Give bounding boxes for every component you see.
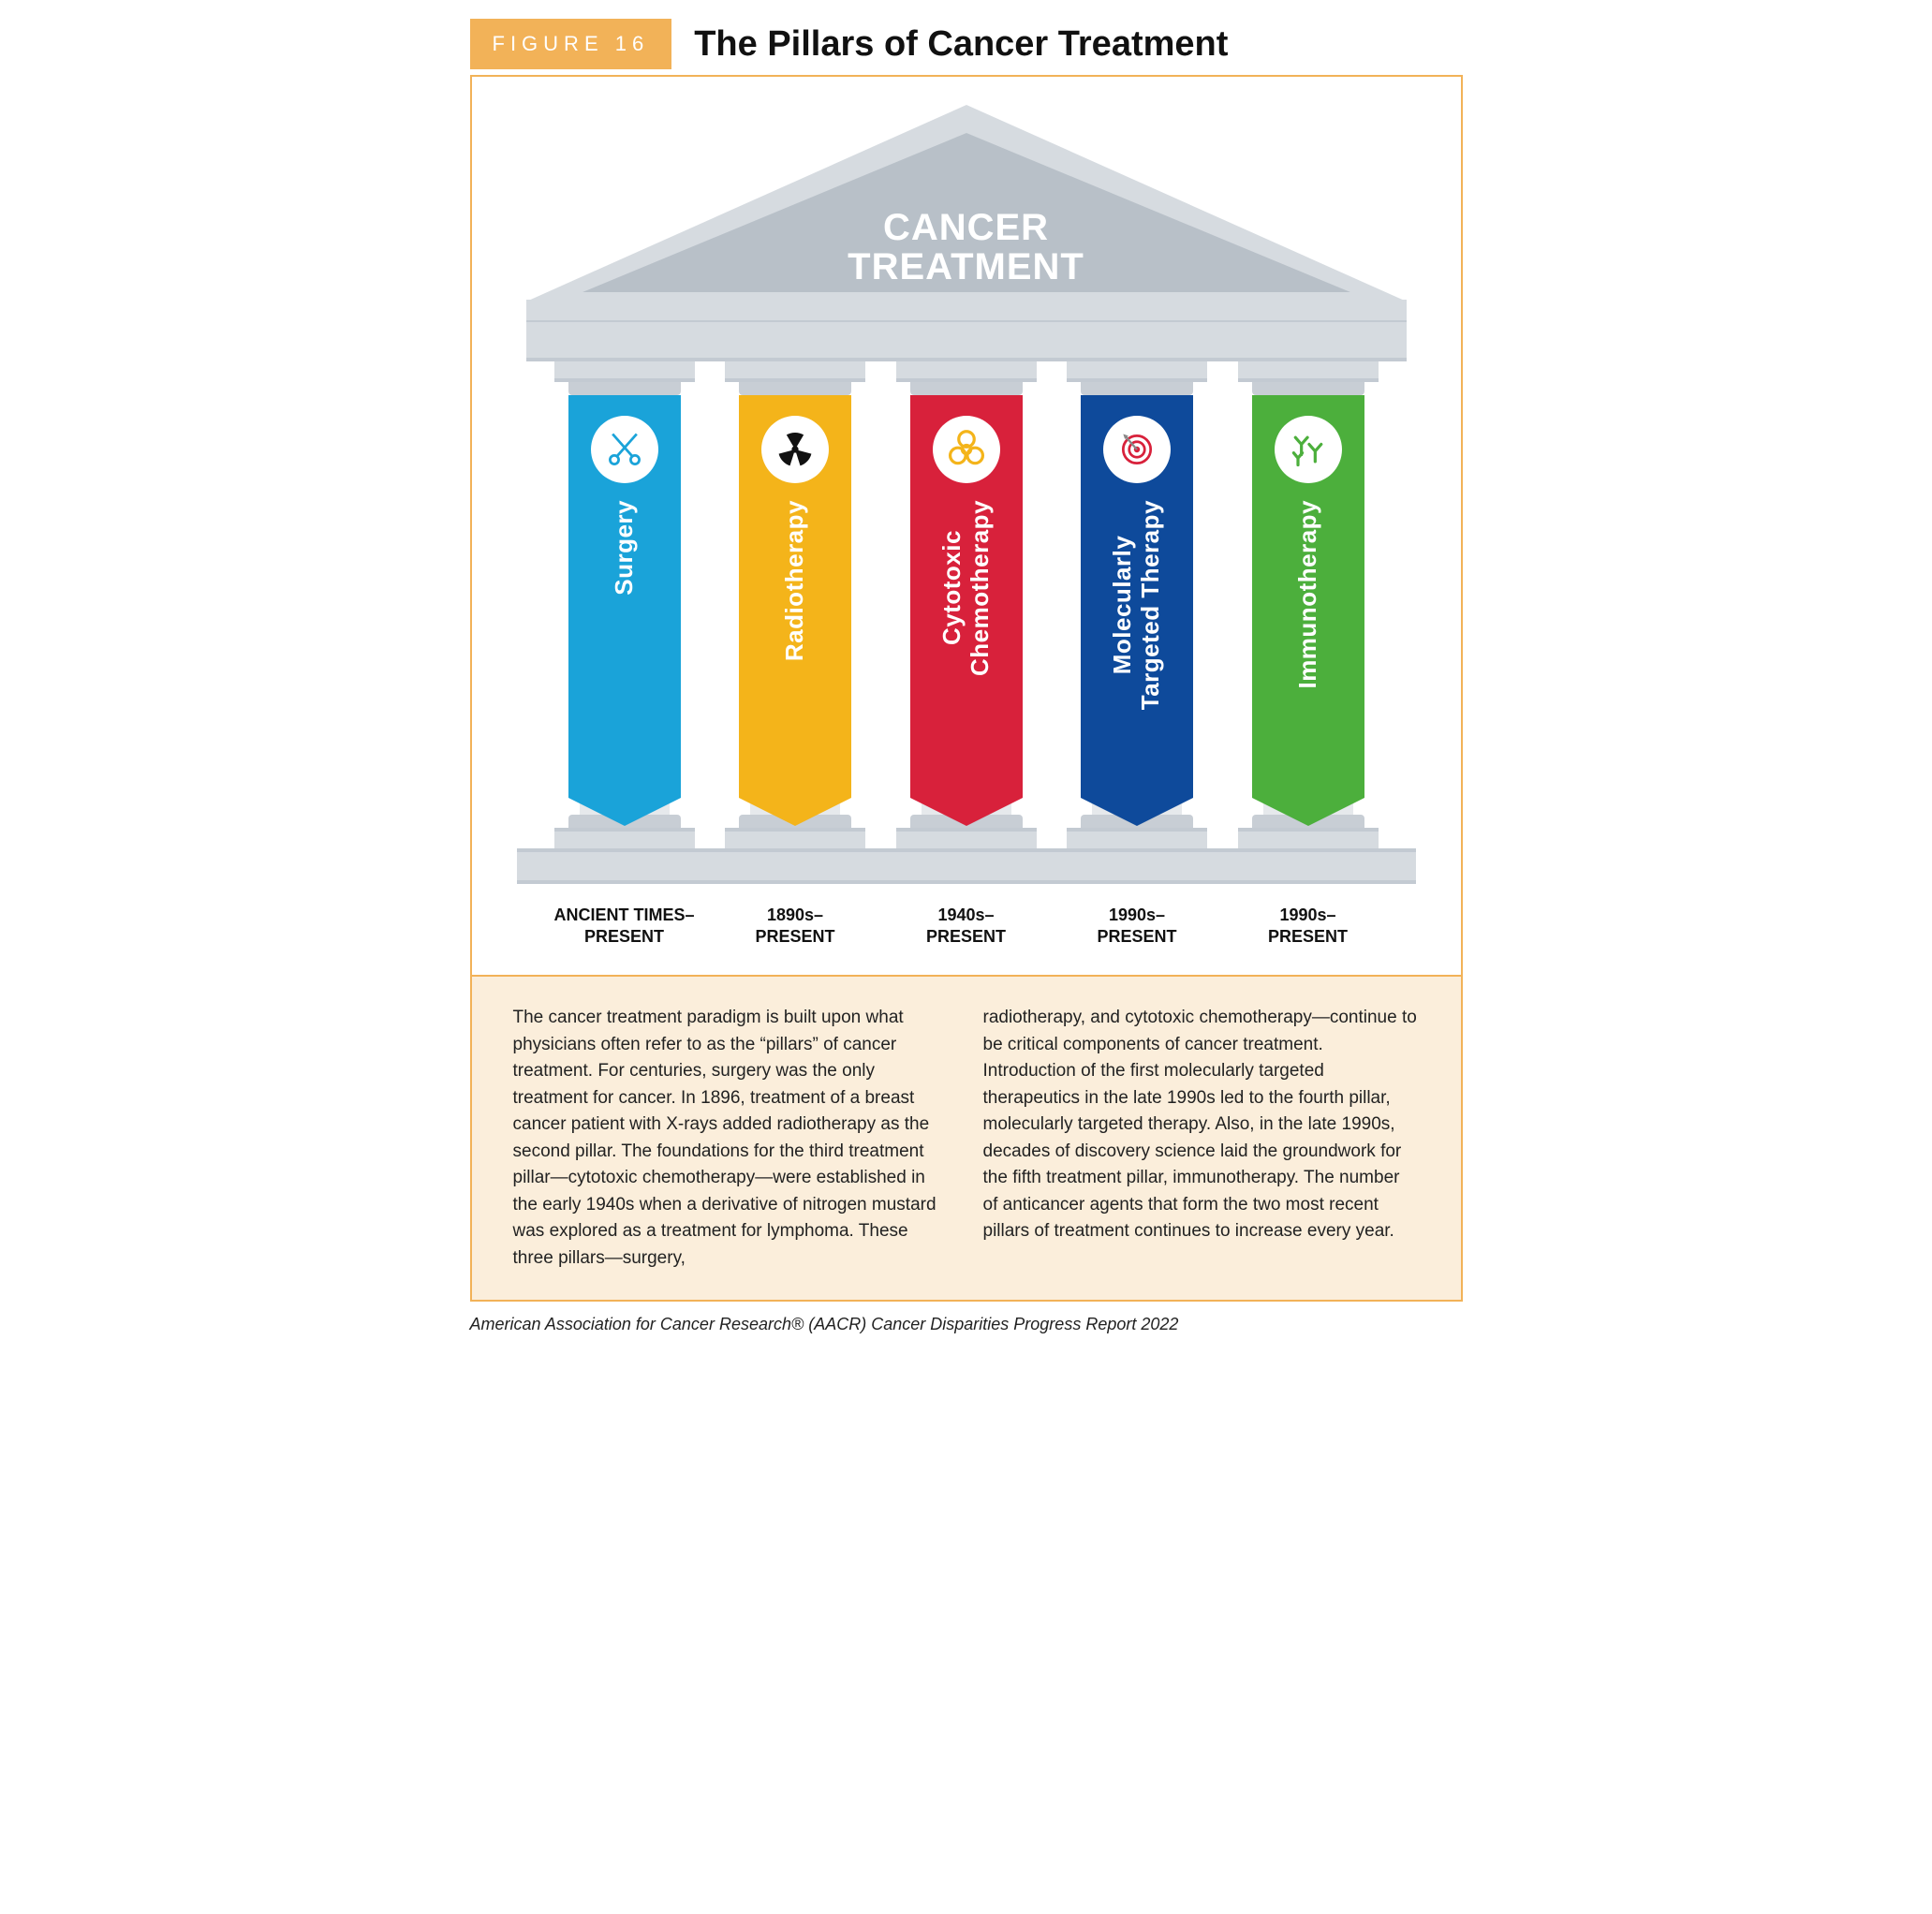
column-capital	[1238, 361, 1379, 382]
timeline-label: 1990s–PRESENT	[1238, 905, 1379, 947]
column-base	[1238, 828, 1379, 848]
pillar-label: Radiotherapy	[781, 500, 809, 661]
pillar-column: Immunotherapy	[1238, 361, 1379, 848]
pediment-label-line1: CANCER	[526, 208, 1407, 247]
caption-column-1: The cancer treatment paradigm is built u…	[513, 1005, 950, 1272]
column-capital	[896, 361, 1037, 382]
pediment-label: CANCER TREATMENT	[526, 208, 1407, 287]
target-icon	[1103, 416, 1171, 483]
temple-graphic: CANCER TREATMENT Surgery	[526, 105, 1407, 956]
pillar-label: Surgery	[611, 500, 639, 596]
pillar-column: MolecularlyTargeted Therapy	[1067, 361, 1207, 848]
biohazard-icon	[933, 416, 1000, 483]
column-base	[725, 828, 865, 848]
antibody-icon	[1275, 416, 1342, 483]
timeline-row: ANCIENT TIMES–PRESENT 1890s–PRESENT 1940s–…	[526, 884, 1407, 956]
pillar-banner: Radiotherapy	[739, 395, 851, 798]
diagram-panel: CANCER TREATMENT Surgery	[470, 75, 1463, 977]
radiation-icon	[761, 416, 829, 483]
temple-base	[517, 848, 1416, 884]
timeline-label: 1940s–PRESENT	[896, 905, 1037, 947]
column-capital	[725, 361, 865, 382]
source-attribution: American Association for Cancer Research…	[470, 1315, 1463, 1334]
pillar-banner: Immunotherapy	[1252, 395, 1364, 798]
timeline-label: 1890s–PRESENT	[725, 905, 865, 947]
column-capital-neck	[568, 382, 681, 395]
columns-row: Surgery Radiotherapy CytotoxicChemothera…	[526, 361, 1407, 848]
column-capital-neck	[739, 382, 851, 395]
pillar-label: Immunotherapy	[1294, 500, 1322, 689]
pillar-banner: Surgery	[568, 395, 681, 798]
caption-panel: The cancer treatment paradigm is built u…	[470, 977, 1463, 1302]
pillar-column: CytotoxicChemotherapy	[896, 361, 1037, 848]
scissors-icon	[591, 416, 658, 483]
figure-number-tag: FIGURE 16	[470, 19, 672, 69]
entablature	[526, 318, 1407, 361]
timeline-label: ANCIENT TIMES–PRESENT	[554, 905, 695, 947]
column-base	[554, 828, 695, 848]
column-capital-neck	[910, 382, 1023, 395]
figure-header: FIGURE 16 The Pillars of Cancer Treatmen…	[470, 19, 1463, 69]
pillar-label: MolecularlyTargeted Therapy	[1109, 500, 1165, 710]
column-capital-neck	[1252, 382, 1364, 395]
pillar-label: CytotoxicChemotherapy	[938, 500, 995, 676]
column-capital	[554, 361, 695, 382]
column-capital	[1067, 361, 1207, 382]
figure-container: FIGURE 16 The Pillars of Cancer Treatmen…	[470, 19, 1463, 1334]
pillar-banner: MolecularlyTargeted Therapy	[1081, 395, 1193, 798]
column-capital-neck	[1081, 382, 1193, 395]
pediment-label-line2: TREATMENT	[526, 247, 1407, 287]
figure-title: The Pillars of Cancer Treatment	[694, 24, 1228, 65]
timeline-label: 1990s–PRESENT	[1067, 905, 1207, 947]
column-base	[896, 828, 1037, 848]
pillar-column: Radiotherapy	[725, 361, 865, 848]
pillar-column: Surgery	[554, 361, 695, 848]
caption-column-2: radiotherapy, and cytotoxic chemotherapy…	[983, 1005, 1420, 1272]
column-base	[1067, 828, 1207, 848]
pillar-banner: CytotoxicChemotherapy	[910, 395, 1023, 798]
